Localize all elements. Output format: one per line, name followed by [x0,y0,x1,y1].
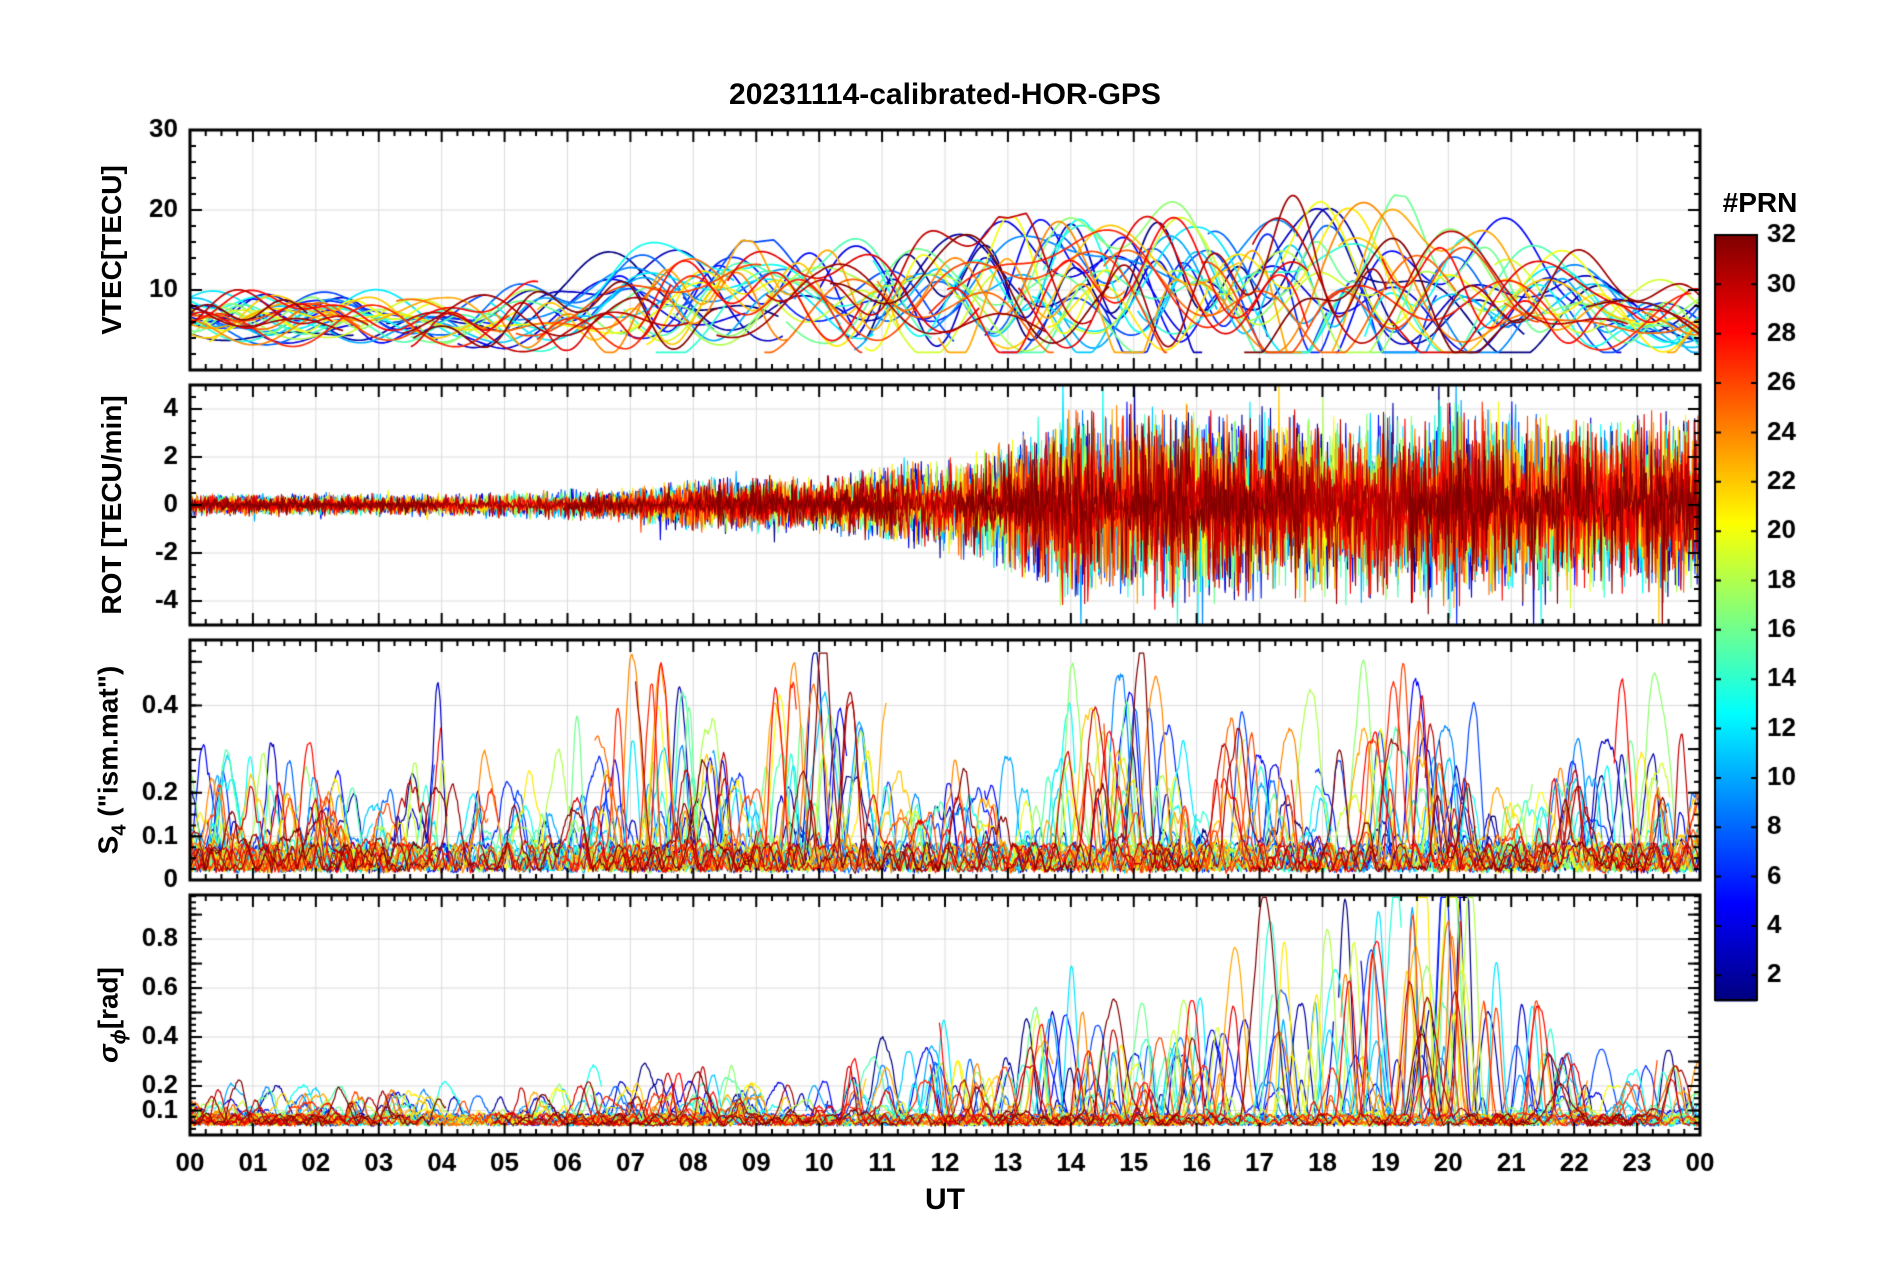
rot-ylabel: ROT [TECU/min] [96,395,127,615]
x-axis-label: UT [925,1183,965,1216]
colorbar-label: #PRN [1722,187,1798,218]
vtec-ylabel: VTEC[TECU] [96,165,127,335]
s4-ylabel-sub: 4 [108,824,131,836]
sigma-ylabel-main: σ [92,1044,124,1063]
s4-ylabel-rest: ("ism.mat") [92,665,124,825]
sigma-ylabel-rest: [rad] [92,967,124,1030]
s4-ylabel: S4 ("ism.mat") [93,666,132,855]
sigma-ylabel-sub: ϕ [108,1029,131,1045]
sigma-phi-ylabel: σϕ[rad] [93,967,132,1063]
figure-title: 20231114-calibrated-HOR-GPS [729,78,1161,111]
s4-ylabel-main: S [92,835,124,855]
